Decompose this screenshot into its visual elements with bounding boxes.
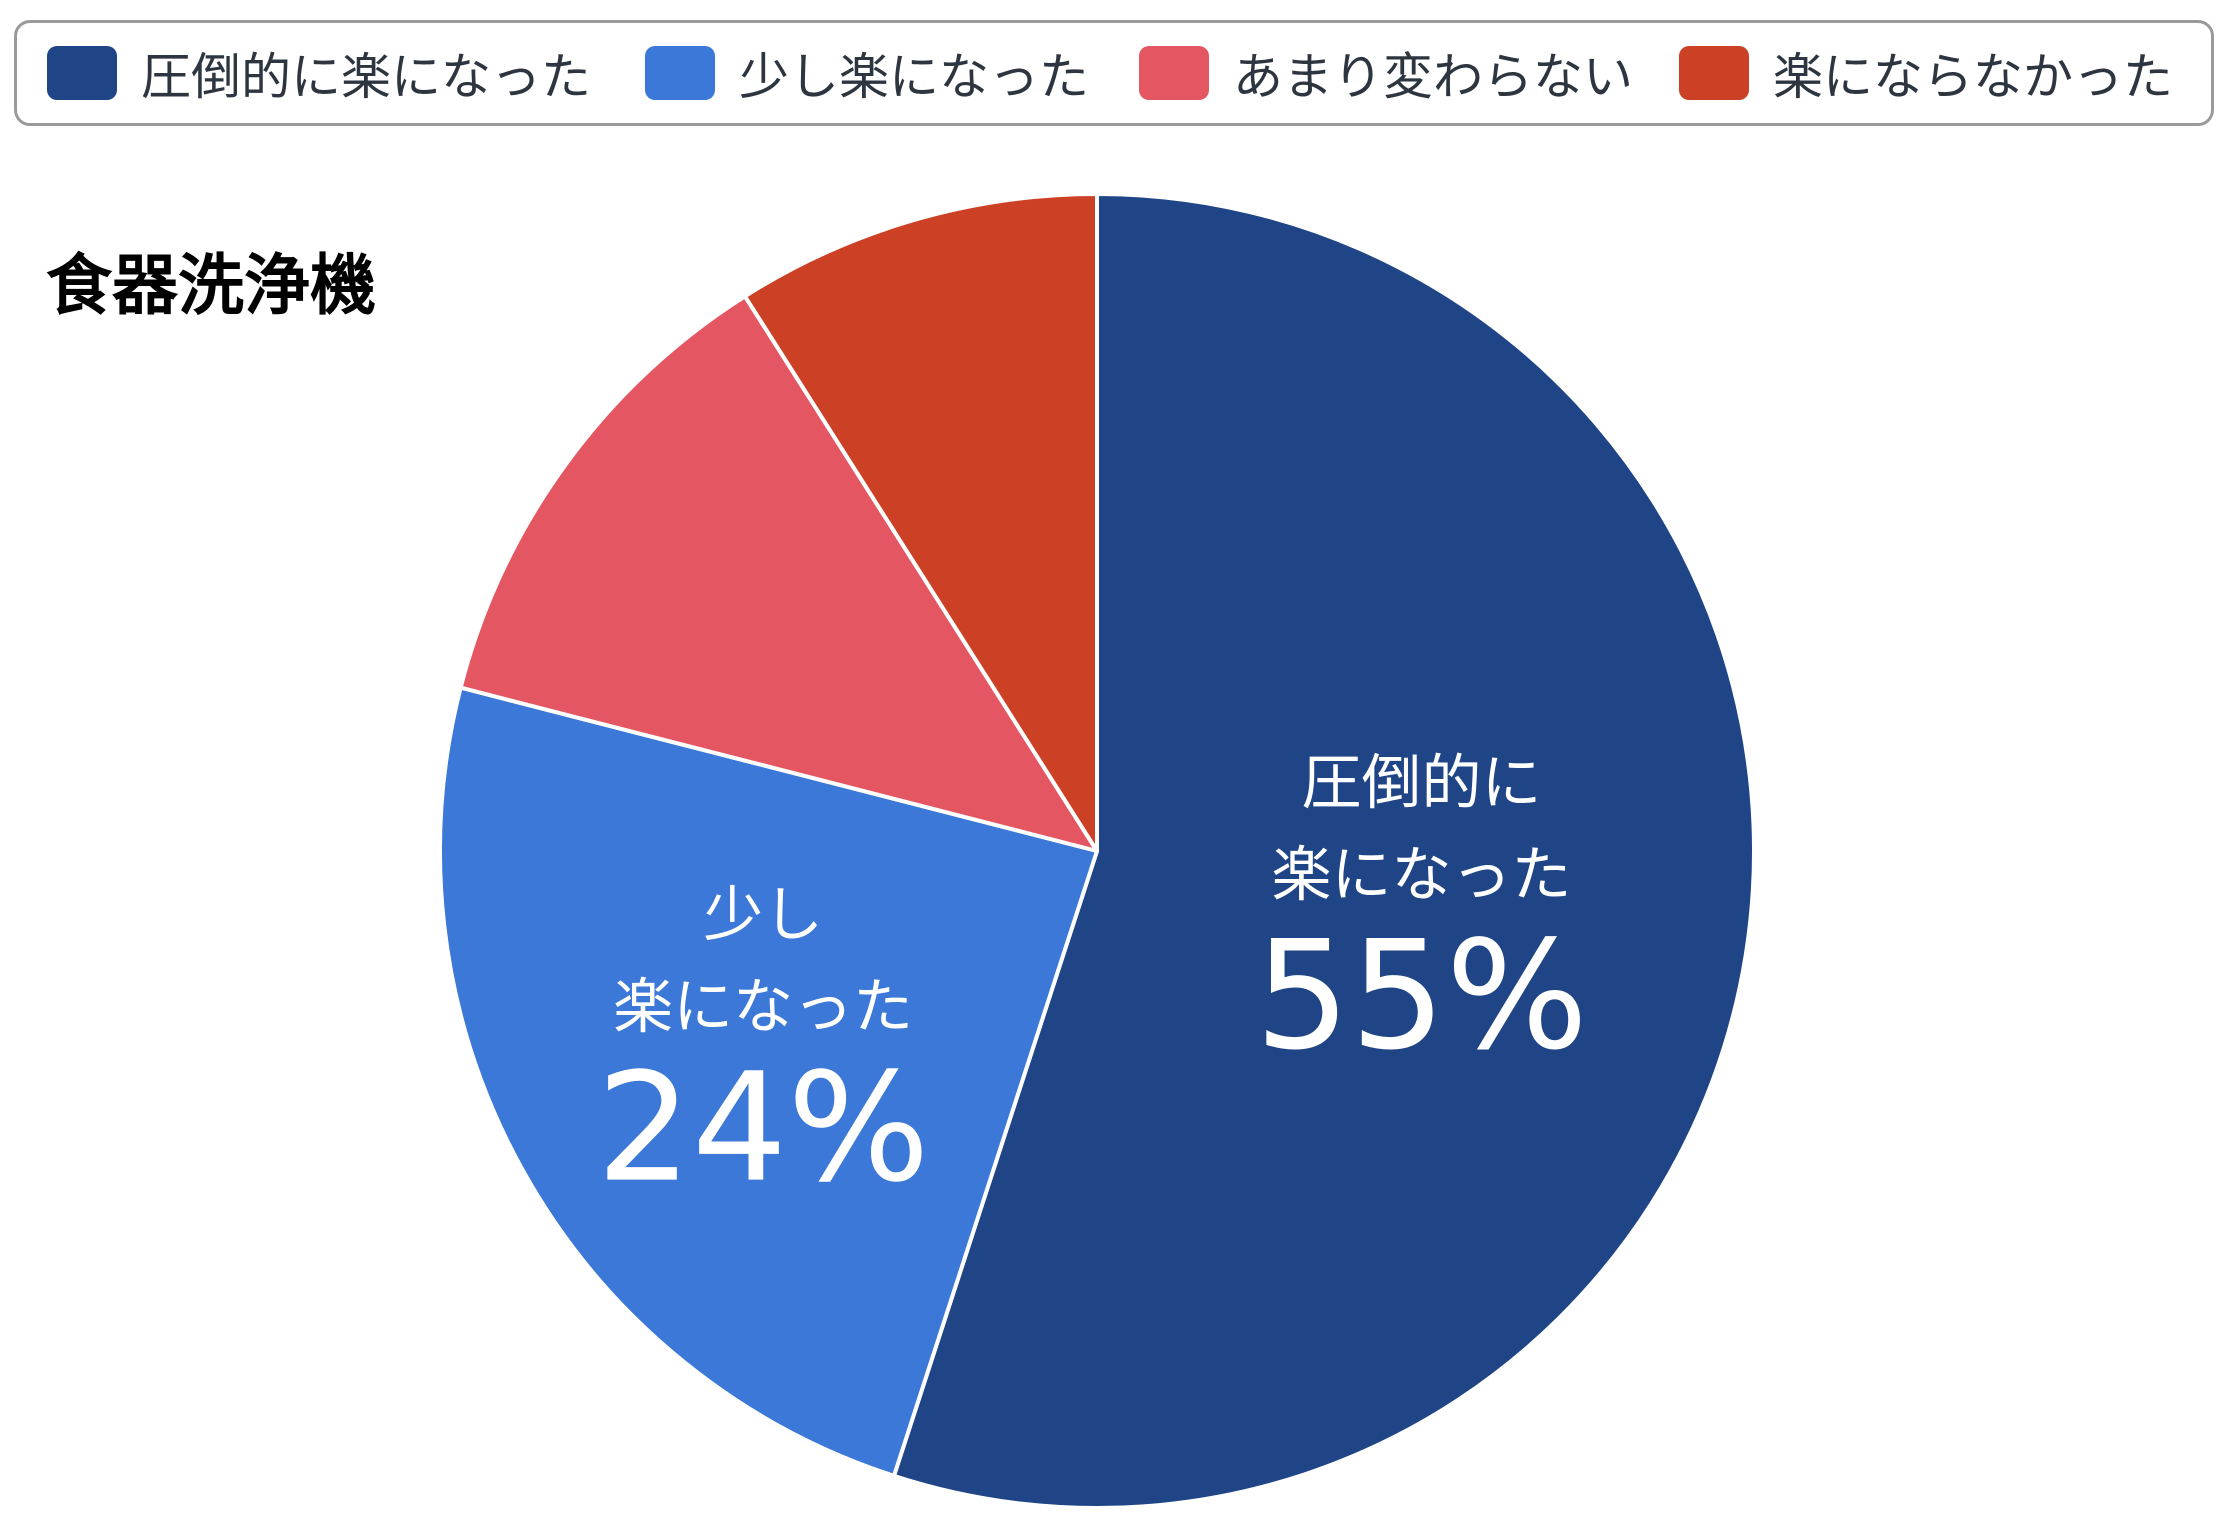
legend-label: 少し楽になった <box>739 48 1089 106</box>
chart-legend: 圧倒的に楽になった 少し楽になった あまり変わらない 楽にならなかった <box>14 20 2214 126</box>
slice-label-line: 少し <box>703 881 823 951</box>
slice-label-line: 楽になった <box>613 973 913 1043</box>
pie-slice-slightly <box>438 685 1099 1478</box>
chart-title: 食器洗浄機 <box>46 247 376 324</box>
legend-item-slightly: 少し楽になった <box>645 23 1089 123</box>
legend-label: 圧倒的に楽になった <box>141 48 591 106</box>
legend-label: あまり変わらない <box>1233 48 1633 106</box>
pie-slice-not-easier <box>742 192 1099 853</box>
legend-item-not-easier: 楽にならなかった <box>1679 23 2173 123</box>
slice-value-label: 55% <box>1255 909 1588 1083</box>
slice-label-line: 楽になった <box>1272 840 1572 910</box>
pie-slice-overwhelming <box>891 192 1756 1510</box>
pie-slices <box>438 192 1756 1510</box>
legend-swatch <box>1679 46 1749 100</box>
slice-label-line: 圧倒的に <box>1302 748 1542 818</box>
legend-swatch <box>47 46 117 100</box>
legend-item-overwhelming: 圧倒的に楽になった <box>47 23 591 123</box>
slice-value-label: 24% <box>596 1042 929 1216</box>
legend-item-unchanged: あまり変わらない <box>1139 23 1633 123</box>
legend-label: 楽にならなかった <box>1773 48 2173 106</box>
legend-swatch <box>1139 46 1209 100</box>
legend-swatch <box>645 46 715 100</box>
pie-slice-unchanged <box>458 294 1099 853</box>
